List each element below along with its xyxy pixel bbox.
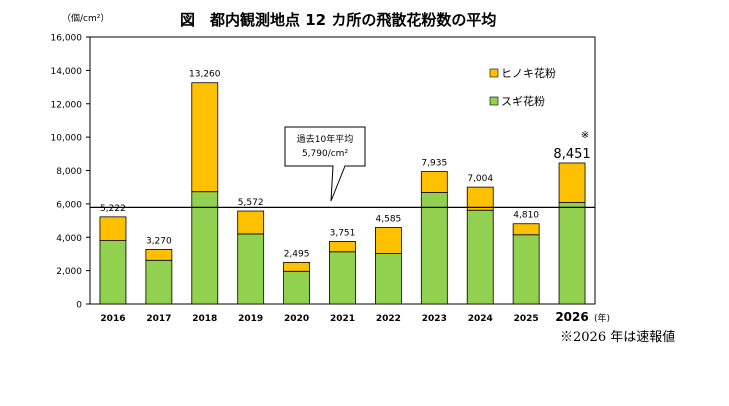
bar-sugi-2025 xyxy=(512,234,540,305)
total-label-2021: 3,751 xyxy=(330,228,356,238)
x-tick-label-2021: 2021 xyxy=(330,314,355,324)
total-label-2025: 4,810 xyxy=(513,211,539,221)
bar-hinoki-2026 xyxy=(558,162,586,203)
total-label-2023: 7,935 xyxy=(421,159,447,169)
total-label-2026: 8,451 xyxy=(553,147,590,162)
bar-sugi-2023 xyxy=(420,192,448,305)
bar-hinoki-2024 xyxy=(466,186,494,211)
y-tick-label: 2,000 xyxy=(56,267,82,277)
legend-label-sugi: スギ花粉 xyxy=(501,95,545,108)
chart-title: 図 都内観測地点 12 カ所の飛散花粉数の平均 xyxy=(180,11,496,29)
y-tick-label: 16,000 xyxy=(51,34,83,44)
total-label-2022: 4,585 xyxy=(376,214,402,224)
y-tick-label: 10,000 xyxy=(51,134,83,144)
bar-sugi-2020 xyxy=(283,270,310,305)
bar-hinoki-2025 xyxy=(512,223,540,236)
x-tick-label-2023: 2023 xyxy=(422,314,447,324)
bar-sugi-2019 xyxy=(237,233,265,305)
y-unit-label: （個/cm²） xyxy=(62,12,109,24)
bar-hinoki-2023 xyxy=(420,171,448,193)
bar-sugi-2022 xyxy=(375,253,402,305)
average-callout xyxy=(284,126,366,202)
total-label-2024: 7,004 xyxy=(467,174,493,184)
bar-hinoki-2016 xyxy=(99,216,127,241)
x-tick-label-2024: 2024 xyxy=(468,314,493,324)
bar-sugi-2026 xyxy=(558,202,586,305)
bar-hinoki-2018 xyxy=(191,82,219,193)
total-label-2020: 2,495 xyxy=(284,249,310,259)
legend-label-hinoki: ヒノキ花粉 xyxy=(501,67,556,80)
total-label-2018: 13,260 xyxy=(189,70,221,80)
y-tick-label: 12,000 xyxy=(51,100,83,110)
y-tick-label: 4,000 xyxy=(56,234,82,244)
average-label-title: 過去10年平均 xyxy=(297,133,353,145)
bar-hinoki-2020 xyxy=(283,261,310,272)
bar-sugi-2016 xyxy=(99,240,127,305)
x-tick-label-2026: 2026 xyxy=(555,310,588,324)
bar-sugi-2017 xyxy=(145,259,173,305)
x-tick-label-2025: 2025 xyxy=(514,314,539,324)
x-tick-label-2017: 2017 xyxy=(146,314,171,324)
average-label-value: 5,790/cm² xyxy=(302,149,349,159)
footnote: ※2026 年は速報値 xyxy=(560,330,676,345)
y-tick-label: 6,000 xyxy=(56,200,82,210)
legend-swatch-hinoki xyxy=(489,68,499,78)
legend-swatch-sugi xyxy=(489,96,499,106)
bar-hinoki-2022 xyxy=(375,227,402,255)
total-label-2019: 5,572 xyxy=(238,198,264,208)
bar-sugi-2021 xyxy=(329,251,356,305)
y-tick-label: 8,000 xyxy=(56,167,82,177)
highlight-marker: ※ xyxy=(581,130,589,141)
x-tick-label-2019: 2019 xyxy=(238,314,263,324)
bar-hinoki-2017 xyxy=(145,249,173,261)
bar-sugi-2024 xyxy=(466,209,494,305)
x-tick-label-2018: 2018 xyxy=(192,314,217,324)
bar-hinoki-2019 xyxy=(237,210,265,235)
y-tick-label: 14,000 xyxy=(51,67,83,77)
x-tick-label-2022: 2022 xyxy=(376,314,401,324)
bar-sugi-2018 xyxy=(191,191,219,305)
bar-hinoki-2021 xyxy=(329,241,356,253)
x-tick-label-2020: 2020 xyxy=(284,314,309,324)
total-label-2017: 3,270 xyxy=(146,236,172,246)
y-tick-label: 0 xyxy=(76,301,82,311)
total-label-2016: 5,222 xyxy=(100,204,126,214)
x-tick-label-2016: 2016 xyxy=(100,314,125,324)
x-unit-label: (年) xyxy=(594,312,610,324)
